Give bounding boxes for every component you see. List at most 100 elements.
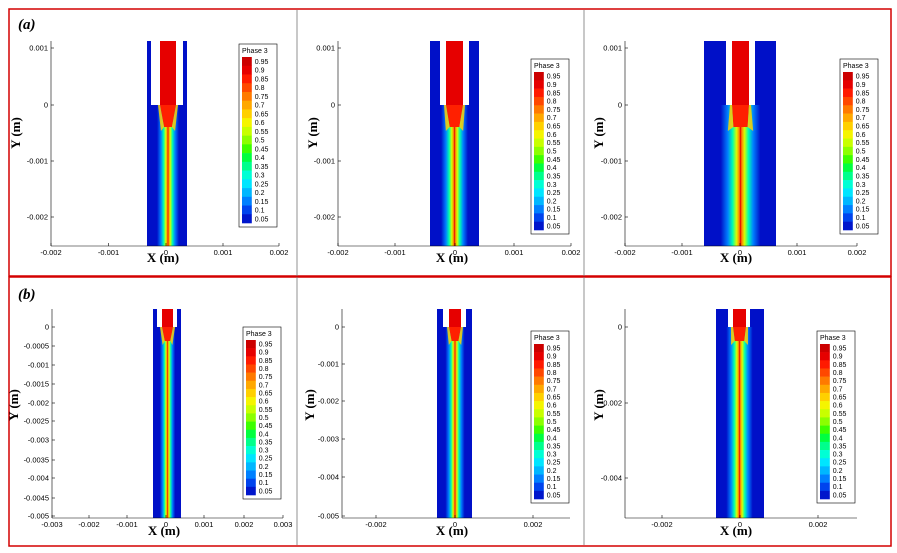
legend-value: 0.2 <box>547 468 557 475</box>
x-tick-label: -0.002 <box>40 248 61 257</box>
legend-swatch <box>246 462 256 471</box>
legend-swatch <box>246 446 256 455</box>
legend-value: 0.55 <box>833 411 847 418</box>
legend-value: 0.7 <box>833 386 843 393</box>
legend-swatch <box>820 466 830 475</box>
y-tick-label: -0.001 <box>314 157 335 166</box>
legend-swatch <box>242 109 252 119</box>
legend-swatch <box>820 376 830 386</box>
nozzle-wall-right <box>746 309 750 327</box>
legend-value: 0.05 <box>255 216 269 223</box>
legend-swatch <box>843 213 853 222</box>
panel-5: -0.002 0 0.002 0 -0.001 -0.002 -0.003 -0.004 -0.… <box>302 309 570 538</box>
legend-swatch <box>242 144 252 154</box>
legend-value: 0.4 <box>259 431 269 438</box>
y-tick-label: -0.002 <box>314 213 335 222</box>
legend-value: 0.8 <box>833 370 843 377</box>
inner-fluid-nozzle <box>449 309 461 327</box>
legend-value: 0.25 <box>547 460 561 467</box>
legend-value: 0.7 <box>547 386 557 393</box>
legend-swatch <box>534 433 544 443</box>
y-tick-label: -0.004 <box>28 474 49 483</box>
y-axis-label: Y (m) <box>6 389 21 421</box>
legend-value: 0.5 <box>255 138 265 145</box>
legend-value: 0.9 <box>833 354 843 361</box>
jet-neck <box>162 327 173 341</box>
legend-swatch <box>843 105 853 114</box>
nozzle-wall-right <box>173 309 177 327</box>
legend-swatch <box>534 88 544 98</box>
legend-value: 0.8 <box>547 370 557 377</box>
x-axis-label: X (m) <box>436 250 468 265</box>
x-tick-label: -0.001 <box>671 248 692 257</box>
legend-value: 0.25 <box>255 181 269 188</box>
legend-swatch <box>246 372 256 382</box>
legend-swatch <box>242 196 252 206</box>
legend-swatch <box>820 458 830 467</box>
legend-swatch <box>246 348 256 357</box>
legend-value: 0.9 <box>547 354 557 361</box>
legend-swatch <box>843 146 853 156</box>
inner-fluid-nozzle <box>732 41 749 105</box>
y-axis-label: Y (m) <box>8 117 23 149</box>
x-tick-label: 0.001 <box>195 520 214 529</box>
x-tick-label: 0.001 <box>788 248 807 257</box>
y-tick-label: -0.0045 <box>24 494 49 503</box>
legend-swatch <box>242 214 252 224</box>
jet-neck-edge <box>459 105 465 131</box>
legend-swatch <box>242 126 252 136</box>
legend-swatch <box>242 83 252 93</box>
legend-swatch <box>242 57 252 67</box>
x-tick-label: 0.001 <box>505 248 524 257</box>
legend-swatch <box>820 384 830 394</box>
legend-value: 0.5 <box>259 415 269 422</box>
legend-swatch <box>246 421 256 431</box>
y-tick-label: 0 <box>335 323 339 332</box>
y-tick-label: -0.0035 <box>24 456 49 465</box>
y-tick-label: 0.001 <box>603 44 622 53</box>
legend-value: 0.35 <box>255 164 269 171</box>
legend-value: 0.55 <box>259 407 273 414</box>
y-axis-label: Y (m) <box>302 389 317 421</box>
legend-swatch <box>534 180 544 189</box>
legend-swatch <box>534 121 544 131</box>
legend-swatch <box>534 409 544 418</box>
legend-swatch <box>534 360 544 369</box>
nozzle-wall-right <box>463 41 469 105</box>
legend-swatch <box>820 474 830 483</box>
legend-swatch <box>534 80 544 89</box>
legend-swatch <box>246 397 256 406</box>
legend-swatch <box>820 490 830 500</box>
legend-value: 0.15 <box>259 472 273 479</box>
y-tick-label: 0 <box>45 323 49 332</box>
jet-neck-edge <box>727 105 734 131</box>
legend-value: 0.8 <box>259 366 269 373</box>
legend-value: 0.95 <box>259 342 273 349</box>
legend-value: 0.75 <box>856 107 870 114</box>
legend-swatch <box>534 384 544 394</box>
y-tick-label: -0.004 <box>318 473 339 482</box>
row-label-b: (b) <box>18 287 36 303</box>
legend-title: Phase 3 <box>534 63 560 70</box>
legend-value: 0.6 <box>833 403 843 410</box>
legend-swatch <box>820 360 830 369</box>
legend-value: 0.45 <box>255 146 269 153</box>
legend-swatch <box>820 344 830 353</box>
legend-swatch <box>843 88 853 98</box>
legend-value: 0.05 <box>259 488 273 495</box>
legend-swatch <box>820 482 830 492</box>
y-axis-label: Y (m) <box>305 117 320 149</box>
legend-swatch <box>534 96 544 106</box>
x-tick-label: 0 <box>453 520 457 529</box>
legend-value: 0.9 <box>547 82 557 89</box>
legend-value: 0.2 <box>259 464 269 471</box>
legend-swatch <box>534 221 544 231</box>
legend-value: 0.1 <box>833 484 843 491</box>
legend-swatch <box>242 153 252 163</box>
legend-swatch <box>820 417 830 426</box>
nozzle-wall-left <box>726 41 732 105</box>
jet-neck-edge <box>158 105 165 131</box>
jet-stream <box>445 327 465 518</box>
legend-value: 0.7 <box>856 115 866 122</box>
nozzle-wall-right <box>176 41 183 105</box>
